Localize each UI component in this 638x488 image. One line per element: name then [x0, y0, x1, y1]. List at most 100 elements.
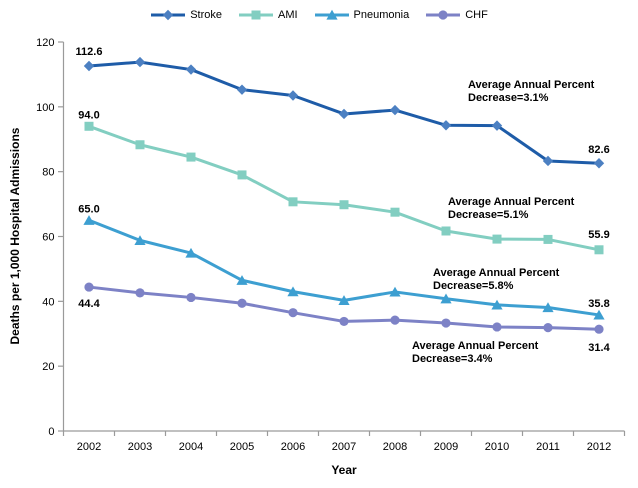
legend-item-stroke: Stroke	[150, 8, 222, 22]
x-tick-label: 2009	[434, 441, 458, 453]
y-tick-label: 0	[48, 426, 54, 438]
y-ticks: 0 20 40 60 80 100 120	[36, 37, 64, 438]
data-point-pneumonia	[389, 286, 401, 297]
data-point-stroke	[491, 120, 503, 131]
data-point-ami	[186, 152, 196, 162]
data-point-ami	[288, 197, 298, 207]
data-point-stroke	[287, 90, 299, 101]
data-point-pneumonia	[236, 275, 248, 285]
data-label-start-ami: 94.0	[78, 109, 99, 121]
data-point-pneumonia	[338, 295, 350, 305]
data-point-pneumonia	[83, 215, 95, 225]
data-point-stroke	[83, 60, 95, 72]
data-point-pneumonia	[491, 299, 503, 310]
legend-item-chf: CHF	[425, 8, 488, 22]
data-label-end-ami: 55.9	[588, 229, 609, 241]
data-point-stroke	[338, 108, 350, 120]
data-label-end-stroke: 82.6	[588, 144, 609, 156]
data-point-pneumonia	[287, 286, 299, 297]
series-pneumonia: 65.0 35.8	[78, 203, 610, 320]
y-tick-label: 20	[42, 361, 54, 373]
data-point-chf	[135, 288, 145, 298]
annotation-line: Decrease=3.1%	[468, 92, 549, 104]
x-tick-label: 2003	[128, 441, 152, 453]
legend-label-stroke: Stroke	[190, 9, 222, 21]
x-tick-label: 2010	[485, 441, 509, 453]
data-point-pneumonia	[134, 235, 146, 245]
y-axis-title: Deaths per 1,000 Hospital Admissions	[8, 127, 22, 345]
annotation-line: Average Annual Percent	[468, 79, 595, 91]
data-point-ami	[492, 234, 502, 244]
series-stroke: 112.6 82.6	[76, 46, 610, 169]
chf-line-marker-icon	[426, 10, 461, 20]
data-point-ami	[84, 121, 94, 131]
data-point-ami	[390, 207, 400, 217]
legend-item-ami: AMI	[238, 8, 298, 22]
data-label-end-pneumonia: 35.8	[588, 298, 609, 310]
annotation-line: Average Annual Percent	[433, 267, 560, 279]
series-chf: 44.4 31.4	[78, 282, 611, 354]
ami-line-marker-icon	[238, 10, 273, 20]
x-tick-label: 2008	[383, 441, 407, 453]
legend-marker-circle-icon	[438, 10, 448, 20]
data-point-chf	[390, 315, 400, 325]
x-tick-label: 2002	[77, 441, 101, 453]
legend-label-ami: AMI	[277, 9, 298, 21]
y-tick-label: 40	[42, 296, 54, 308]
data-point-chf	[288, 308, 298, 318]
data-point-pneumonia	[440, 293, 452, 304]
data-label-start-chf: 44.4	[78, 298, 100, 310]
data-point-chf	[186, 292, 196, 303]
legend-marker-diamond-icon	[162, 9, 174, 21]
data-point-pneumonia	[593, 309, 605, 320]
data-point-stroke	[542, 155, 554, 167]
pneumonia-line-marker-icon	[314, 9, 349, 20]
data-label-start-pneumonia: 65.0	[78, 203, 99, 215]
data-point-stroke	[185, 64, 197, 75]
annotation-line: Decrease=5.1%	[448, 209, 529, 221]
x-ticks: 2002 2003 2004 2005 2006 2007 2008 2009 2010 2011…	[62, 431, 626, 453]
annotation-line: Average Annual Percent	[412, 340, 539, 352]
annotation-line: Decrease=5.8%	[433, 280, 514, 292]
data-point-stroke	[134, 56, 146, 68]
data-point-stroke	[593, 158, 605, 169]
annotation-line: Average Annual Percent	[448, 196, 575, 208]
data-point-pneumonia	[185, 247, 197, 258]
data-point-stroke	[440, 120, 452, 131]
x-tick-label: 2005	[230, 441, 254, 453]
x-tick-label: 2011	[536, 441, 560, 453]
data-point-chf	[492, 322, 502, 332]
data-point-chf	[543, 322, 553, 333]
x-tick-label: 2007	[332, 441, 356, 453]
series-ami: 94.0 55.9	[78, 109, 610, 255]
legend-label-chf: CHF	[465, 9, 488, 21]
data-label-end-chf: 31.4	[588, 342, 610, 354]
data-point-stroke	[236, 84, 248, 95]
y-tick-label: 120	[36, 37, 54, 49]
data-point-chf	[594, 324, 604, 334]
chart-legend: Stroke AMI Pneumonia CHF	[0, 8, 638, 22]
data-point-ami	[543, 234, 553, 244]
data-label-start-stroke: 112.6	[76, 46, 103, 58]
legend-marker-square-icon	[251, 10, 261, 20]
data-point-ami	[441, 226, 451, 236]
data-point-ami	[339, 200, 349, 210]
data-point-ami	[135, 140, 145, 150]
data-point-ami	[237, 170, 247, 180]
legend-item-pneumonia: Pneumonia	[314, 8, 410, 22]
legend-label-pneumonia: Pneumonia	[353, 9, 410, 21]
x-tick-label: 2012	[587, 441, 611, 453]
annotation-line: Decrease=3.4%	[412, 353, 493, 365]
x-tick-label: 2004	[179, 441, 203, 453]
y-tick-label: 100	[36, 102, 54, 114]
data-point-stroke	[389, 104, 401, 116]
stroke-line-marker-icon	[151, 9, 186, 21]
y-tick-label: 60	[42, 232, 54, 244]
y-tick-label: 80	[42, 167, 54, 179]
data-point-chf	[84, 282, 94, 292]
